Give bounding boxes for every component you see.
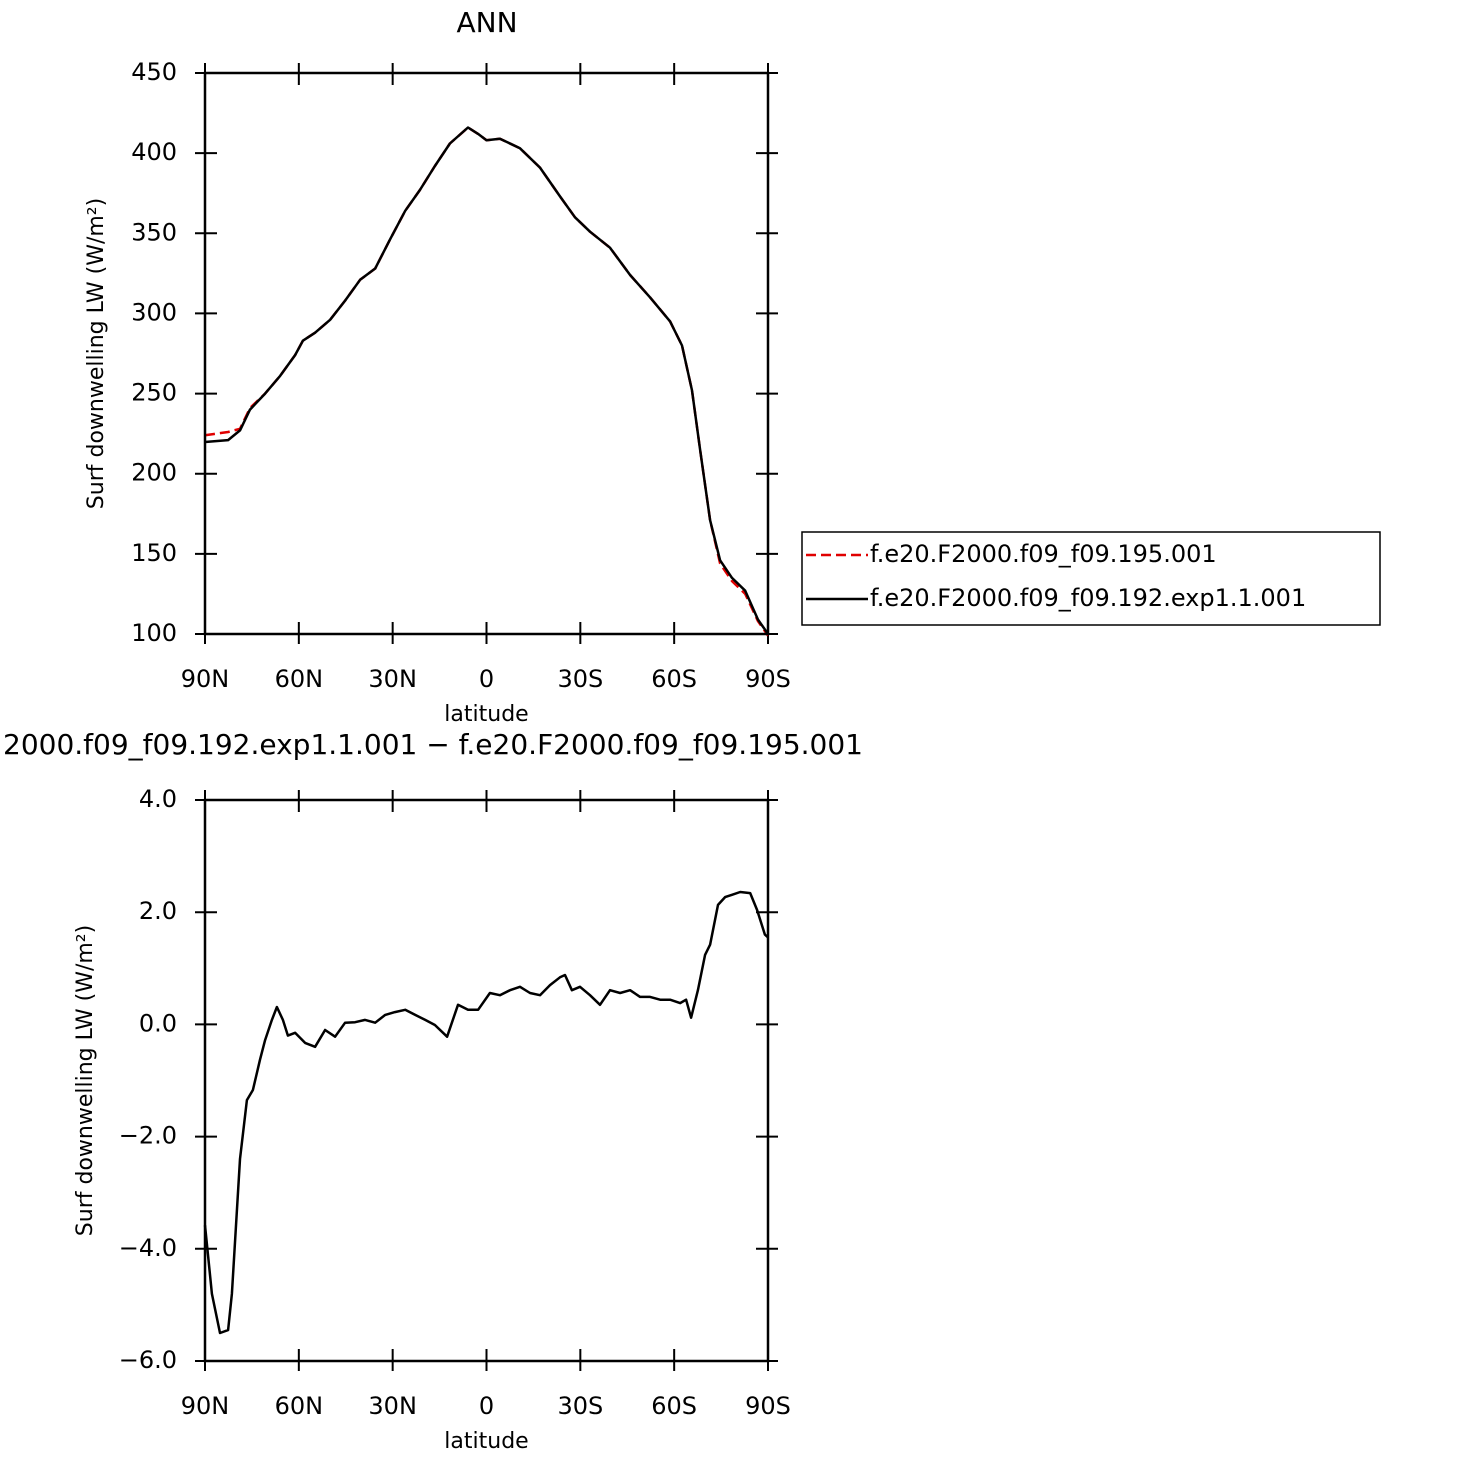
x-tick-label: 60N <box>275 1392 324 1420</box>
line-series <box>203 890 769 1335</box>
x-tick-label: 60N <box>275 665 324 693</box>
y-tick-label: 4.0 <box>139 785 177 813</box>
legend-box <box>801 531 1381 626</box>
legend-label: f.e20.F2000.f09_f09.192.exp1.1.001 <box>870 584 1306 612</box>
x-tick-label: 0 <box>479 1392 494 1420</box>
x-tick-label: 90S <box>745 665 791 693</box>
x-tick-label: 90N <box>181 665 230 693</box>
plot-frame <box>203 71 770 636</box>
y-tick-label: 400 <box>131 138 177 166</box>
y-tick-label: 250 <box>131 379 177 407</box>
x-tick-label: 30S <box>557 1392 603 1420</box>
chart-title: ANN <box>456 6 517 39</box>
y-axis-label: Surf downwelling LW (W/m²) <box>73 925 98 1236</box>
y-tick-label: 200 <box>131 459 177 487</box>
line-series <box>204 126 770 637</box>
x-axis-label: latitude <box>444 1429 528 1454</box>
x-tick-label: 60S <box>651 1392 697 1420</box>
y-tick-label: −2.0 <box>119 1122 177 1150</box>
y-tick-label: 150 <box>131 539 177 567</box>
y-tick-label: −6.0 <box>119 1346 177 1374</box>
x-tick-label: 90N <box>181 1392 230 1420</box>
y-tick-label: −4.0 <box>119 1234 177 1262</box>
line-series <box>204 126 770 635</box>
x-tick-label: 60S <box>651 665 697 693</box>
x-tick-label: 30N <box>368 665 417 693</box>
plot-frame <box>203 798 770 1363</box>
x-tick-label: 30N <box>368 1392 417 1420</box>
y-tick-label: 100 <box>131 619 177 647</box>
y-tick-label: 300 <box>131 298 177 326</box>
y-tick-label: 2.0 <box>139 897 177 925</box>
legend-label: f.e20.F2000.f09_f09.195.001 <box>870 540 1217 568</box>
chart-title: 2000.f09_f09.192.exp1.1.001 − f.e20.F200… <box>3 728 863 761</box>
y-tick-label: 0.0 <box>139 1009 177 1037</box>
x-tick-label: 0 <box>479 665 494 693</box>
x-axis-label: latitude <box>444 702 528 727</box>
y-axis-label: Surf downwelling LW (W/m²) <box>84 198 109 509</box>
x-tick-label: 30S <box>557 665 603 693</box>
y-tick-label: 350 <box>131 218 177 246</box>
y-tick-label: 450 <box>131 58 177 86</box>
x-tick-label: 90S <box>745 1392 791 1420</box>
